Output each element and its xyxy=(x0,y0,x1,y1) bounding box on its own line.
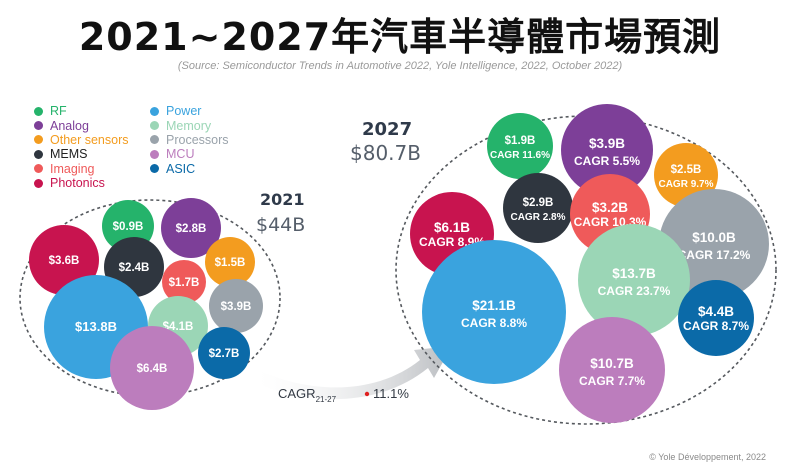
group-total-label: $80.7B xyxy=(350,141,421,165)
page-title: 2021~2027年汽車半導體市場預測 xyxy=(78,15,722,59)
bubble-value-label: $6.4B xyxy=(137,363,168,375)
legend-item: Other sensors xyxy=(34,133,129,147)
bubble-asic xyxy=(198,327,250,379)
legend-swatch xyxy=(34,121,43,131)
legend-swatch xyxy=(34,178,43,188)
legend-item: MEMS xyxy=(34,147,129,161)
legend-swatch xyxy=(150,135,159,145)
bubble-value-label: $3.2B xyxy=(592,200,628,215)
legend-label: ASIC xyxy=(166,161,196,176)
bubble-value-label: $2.7B xyxy=(209,348,240,360)
legend-item: RF xyxy=(34,104,129,118)
legend-swatch xyxy=(150,106,159,116)
growth-cagr-label: CAGR21-27 xyxy=(278,386,337,404)
legend-item: Power xyxy=(150,104,229,118)
bubble-mcu xyxy=(559,317,665,423)
growth-marker xyxy=(364,391,370,397)
bubble-value-label: $1.7B xyxy=(169,277,200,289)
bubble-value-label: $10.0B xyxy=(692,230,736,245)
legend-label: MCU xyxy=(166,147,195,162)
group-year-label: 2027 xyxy=(362,119,412,140)
bubble-cagr-label: CAGR 23.7% xyxy=(598,284,671,298)
legend-swatch xyxy=(150,121,159,131)
legend-swatch xyxy=(34,149,43,159)
bubble-processors xyxy=(209,279,263,333)
copyright-note: © Yole Développement, 2022 xyxy=(649,452,766,462)
bubble-value-label: $0.9B xyxy=(113,221,144,233)
bubble-cagr-label: CAGR 17.2% xyxy=(678,248,751,262)
bubble-analog xyxy=(161,198,221,258)
bubble-value-label: $2.8B xyxy=(176,223,207,235)
legend-item: Analog xyxy=(34,118,129,133)
legend-item: Photonics xyxy=(34,176,129,190)
legend-item: ASIC xyxy=(150,162,229,176)
bubble-value-label: $13.8B xyxy=(75,319,117,334)
group-outline xyxy=(19,199,281,397)
bubble-value-label: $2.5B xyxy=(671,164,702,176)
bubble-value-label: $3.9B xyxy=(221,301,252,313)
bubble-value-label: $6.1B xyxy=(434,220,470,235)
legend-label: Imaging xyxy=(50,161,95,176)
bubble-value-label: $1.5B xyxy=(215,257,246,269)
legend-swatch xyxy=(34,135,43,145)
bubble-mems xyxy=(503,173,573,243)
bubble-cagr-label: CAGR 5.5% xyxy=(574,154,640,168)
bubble-cagr-label: CAGR 9.7% xyxy=(658,179,713,190)
legend-swatch xyxy=(34,164,43,174)
bubble-group-2021: $0.9B $2.8B $3.6B $2.4B $1.5B $1.7B $3.9B $13.8… xyxy=(19,190,305,410)
legend-label: Photonics xyxy=(50,176,105,191)
legend-label: Analog xyxy=(50,118,89,133)
growth-cagr-value: 11.1% xyxy=(373,386,409,401)
legend-item: Memory xyxy=(150,118,229,133)
bubble-memory xyxy=(578,224,690,336)
legend-label: Processors xyxy=(166,132,229,147)
legend-label: Memory xyxy=(166,118,212,133)
group-total-label: $44B xyxy=(256,214,305,236)
bubble-analog xyxy=(561,104,653,196)
legend-swatch xyxy=(150,164,159,174)
bubble-other-sensors xyxy=(205,237,255,287)
bubble-rf xyxy=(487,113,553,179)
bubble-value-label: $3.6B xyxy=(49,255,80,267)
source-note: (Source: Semiconductor Trends in Automot… xyxy=(177,60,623,72)
legend-label: Power xyxy=(166,104,202,119)
bubble-value-label: $13.7B xyxy=(612,266,656,281)
bubble-mcu xyxy=(110,326,194,410)
bubble-value-label: $2.9B xyxy=(523,197,554,209)
bubble-asic xyxy=(678,280,754,356)
legend-item: MCU xyxy=(150,147,229,161)
bubble-value-label: $4.1B xyxy=(163,321,194,333)
legend-label: Other sensors xyxy=(50,132,129,147)
bubble-value-label: $2.4B xyxy=(119,262,150,274)
bubble-cagr-label: CAGR 2.8% xyxy=(510,212,565,223)
bubble-value-label: $21.1B xyxy=(472,298,516,313)
bubble-cagr-label: CAGR 11.6% xyxy=(490,150,550,161)
bubble-value-label: $1.9B xyxy=(505,135,536,147)
legend-left: RF Analog Other sensors MEMS Imaging Photonic… xyxy=(34,104,129,190)
bubble-group-2027: $1.9B CAGR 11.6% $3.9B CAGR 5.5% $2.5B CAGR 9… xyxy=(350,104,777,425)
growth-arrow xyxy=(258,346,452,400)
legend-swatch xyxy=(34,106,43,116)
legend-item: Processors xyxy=(150,133,229,147)
bubble-value-label: $4.4B xyxy=(698,304,734,319)
bubble-cagr-label: CAGR 8.7% xyxy=(683,319,749,333)
legend-item: Imaging xyxy=(34,162,129,176)
bubble-cagr-label: CAGR 8.8% xyxy=(461,316,527,330)
legend-right: Power Memory Processors MCU ASIC xyxy=(150,104,229,176)
legend-swatch xyxy=(150,149,159,159)
bubble-cagr-label: CAGR 7.7% xyxy=(579,374,645,388)
bubble-value-label: $3.9B xyxy=(589,136,625,151)
legend-label: RF xyxy=(50,104,67,119)
bubble-value-label: $10.7B xyxy=(590,356,634,371)
bubble-imaging xyxy=(162,260,206,304)
legend-label: MEMS xyxy=(50,147,88,162)
group-year-label: 2021 xyxy=(260,190,305,209)
bubble-power xyxy=(422,240,566,384)
